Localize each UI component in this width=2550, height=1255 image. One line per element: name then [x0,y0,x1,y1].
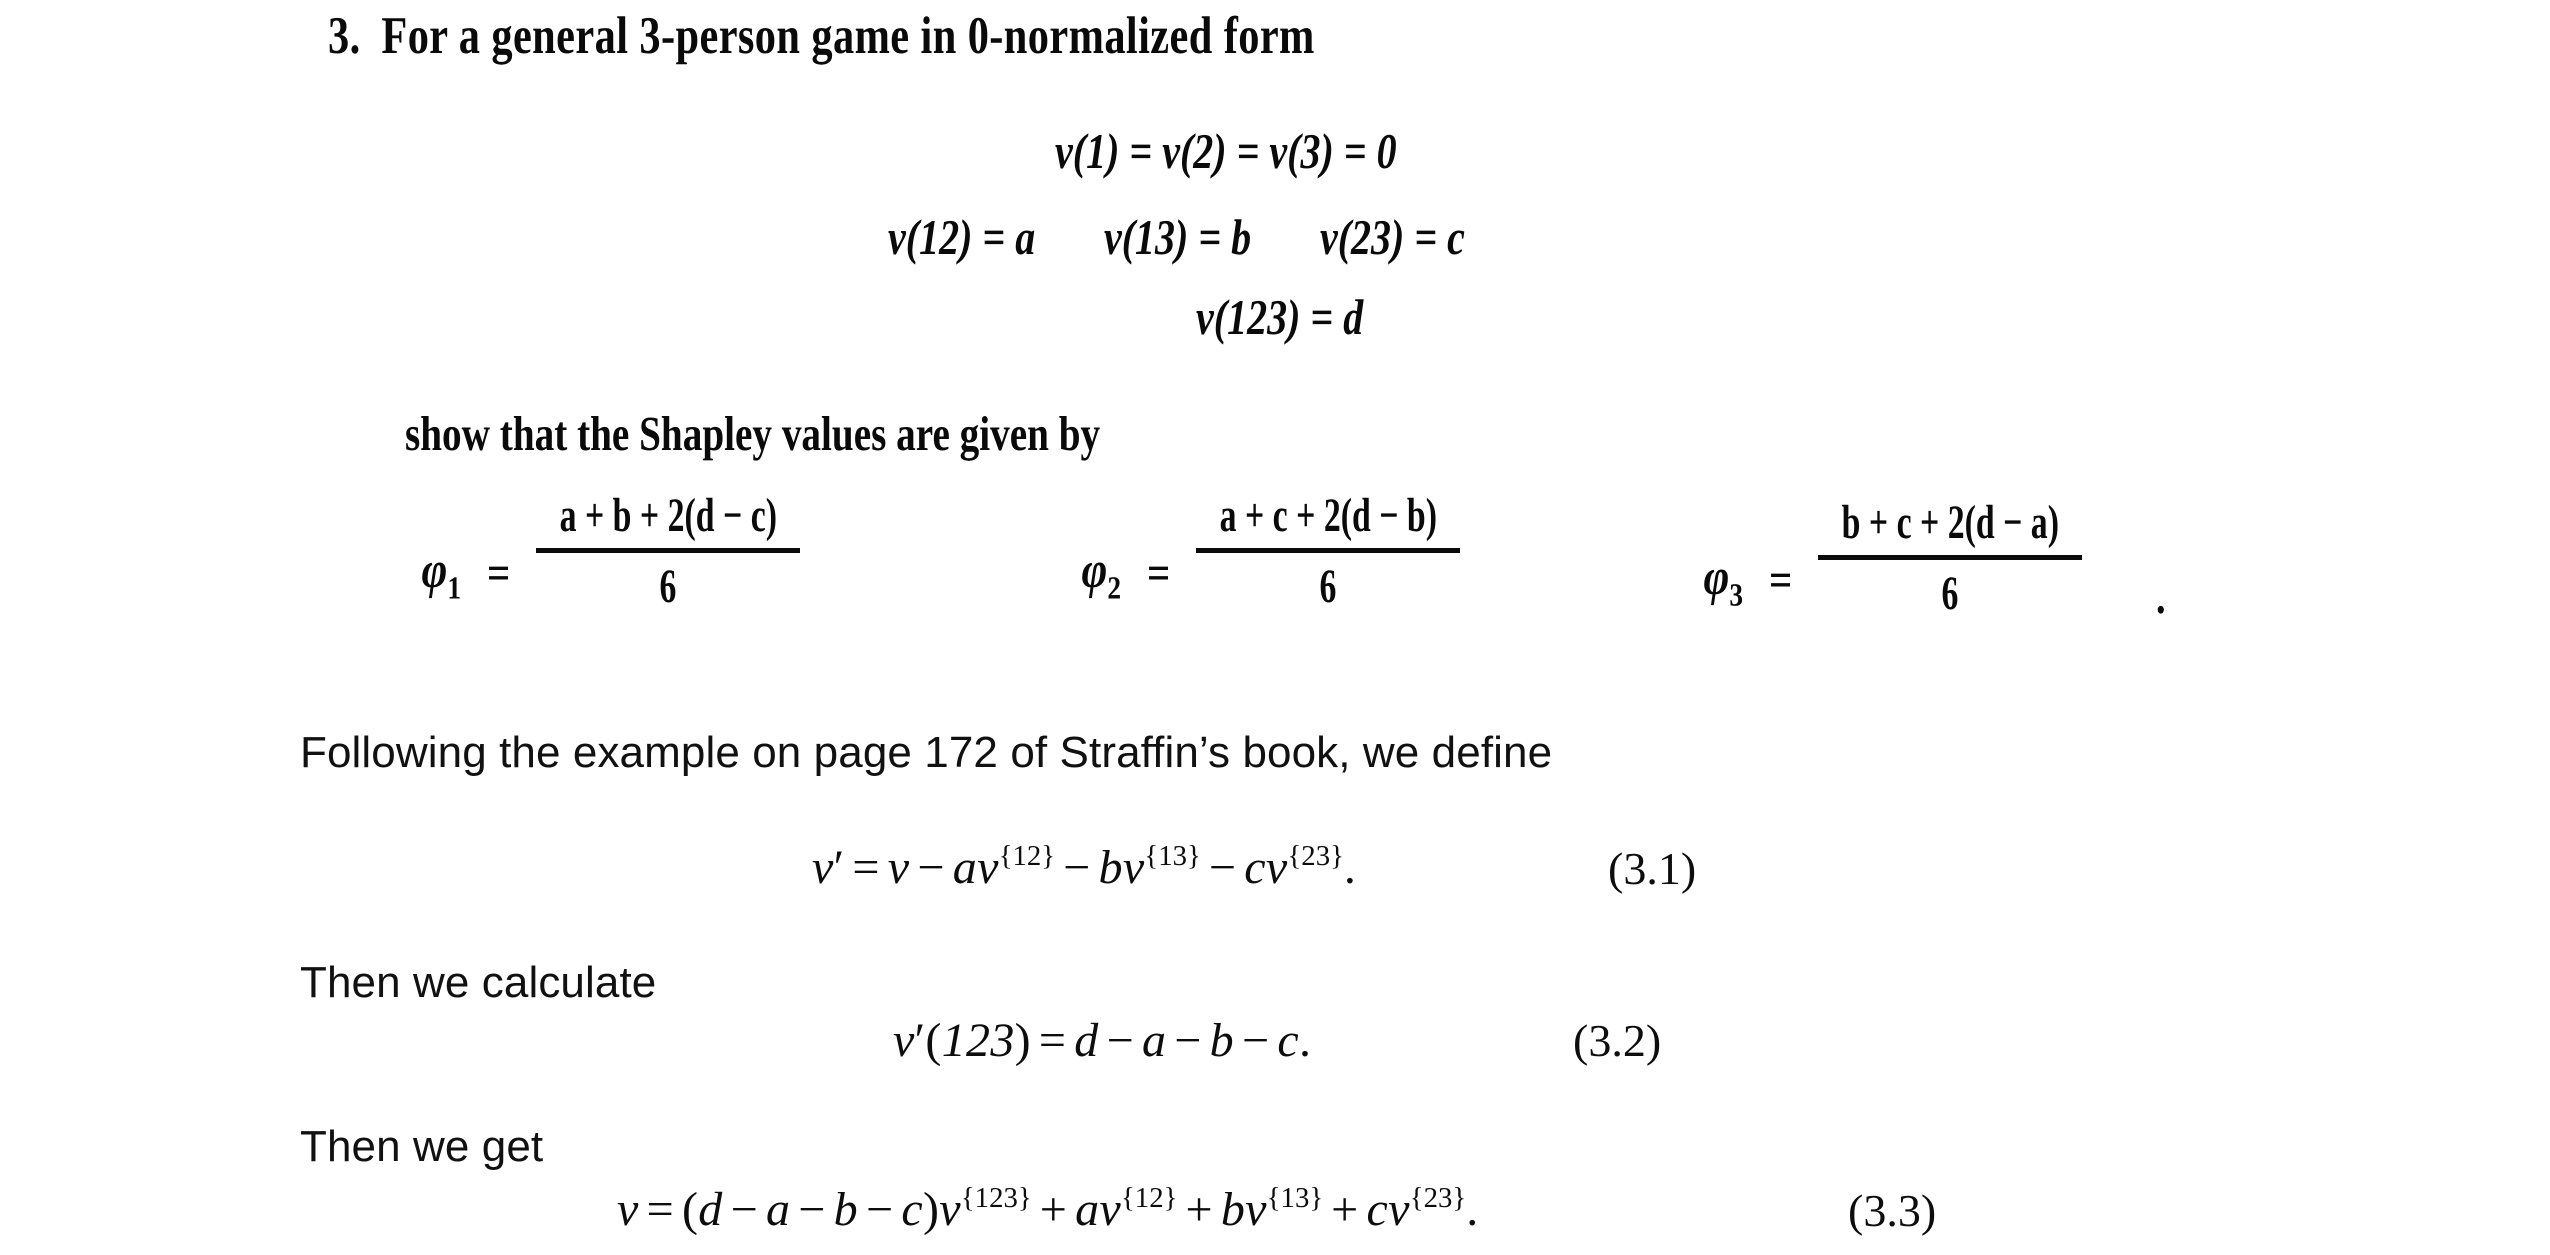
equals-sign: = [1146,547,1170,600]
equation-number-3-2: (3.2) [1573,1015,1662,1066]
fraction-phi-1: a + b + 2(d − c) 6 [535,489,800,613]
problem-heading: 3. For a general 3-person game in 0-norma… [328,6,1315,66]
equation-v-123-text: v(123) = d [1196,289,1364,345]
fraction-bar [1195,548,1460,553]
equals-sign: = [852,841,880,894]
equals-sign: = [1768,554,1792,607]
equation-3-1: v′ = v − av{12} − bv{13} − cv{23}. [812,840,1356,895]
equation-v-12: v(12) = a [888,209,1036,265]
shapley-value-phi-1: φ1 = a + b + 2(d − c) 6 [418,492,866,611]
equation-3-1-rhs: v − av{12} − bv{13} − cv{23}. [887,840,1357,894]
equation-3-2-lhs: v′(123) [893,1014,1031,1067]
phi-subscript: 1 [447,569,462,606]
fraction-bar [1817,555,2082,560]
equation-3-3-lhs: v [617,1183,639,1236]
equation-v-singletons: v(1) = v(2) = v(3) = 0 [1055,122,1397,180]
equation-3-2-rhs: d − a − b − c. [1074,1014,1312,1067]
trailing-period: . [2155,571,2166,624]
instruction-line: show that the Shapley values are given b… [405,406,1101,461]
shapley-values-row: φ1 = a + b + 2(d − c) 6 φ2 = a + c + 2(d… [0,492,2550,652]
fraction-denominator: 6 [1319,560,1337,613]
equation-3-3-rhs: (d − a − b − c)v{123} + av{12} + bv{13} + cv{23}. [681,1182,1479,1236]
equals-sign: = [486,547,510,600]
phi-symbol: φ3 [1703,504,1743,613]
fraction-numerator: a + b + 2(d − c) [559,489,777,542]
solution-intro-calculate: Then we calculate [300,958,657,1007]
shapley-value-phi-2: φ2 = a + c + 2(d − b) 6 [1078,492,1526,611]
fraction-phi-2: a + c + 2(d − b) 6 [1195,489,1460,613]
equation-number-3-3: (3.3) [1848,1185,1937,1236]
phi-glyph: φ [421,541,448,599]
equals-sign: = [1038,1014,1067,1067]
phi-glyph: φ [1703,548,1730,606]
fraction-denominator: 6 [659,560,677,613]
fraction-phi-3: b + c + 2(d − a) 6 [1817,496,2082,620]
phi-symbol: φ1 [421,497,461,606]
equals-sign: = [646,1183,674,1236]
problem-number: 3. [328,7,361,65]
problem-statement: For a general 3-person game in 0-normali… [381,7,1315,65]
phi-subscript: 3 [1729,576,1744,613]
equation-v-singletons-text: v(1) = v(2) = v(3) = 0 [1055,123,1397,179]
equation-number-3-1: (3.1) [1608,843,1697,894]
equation-v-23: v(23) = c [1319,209,1465,265]
solution-intro-get: Then we get [300,1122,544,1171]
fraction-bar [535,548,800,553]
fraction-denominator: 6 [1941,567,1959,620]
equation-v-13: v(13) = b [1103,209,1252,265]
equation-3-2: v′(123) = d − a − b − c. [893,1013,1311,1068]
equation-3-3: v = (d − a − b − c)v{123} + av{12} + bv{13} + cv{23}. [617,1182,1479,1237]
solution-intro-following: Following the example on page 172 of Str… [300,728,1553,777]
fraction-numerator: b + c + 2(d − a) [1841,496,2059,549]
shapley-value-phi-3: φ3 = b + c + 2(d − a) 6 . [1700,492,2170,625]
fraction-numerator: a + c + 2(d − b) [1219,489,1437,542]
phi-symbol: φ2 [1081,497,1121,606]
phi-subscript: 2 [1107,569,1122,606]
equation-v-pairs: v(12) = a v(13) = b v(23) = c [888,208,1465,266]
equation-v-grand-coalition: v(123) = d [1196,288,1363,346]
phi-glyph: φ [1081,541,1108,599]
equation-3-1-lhs: v′ [812,841,845,894]
